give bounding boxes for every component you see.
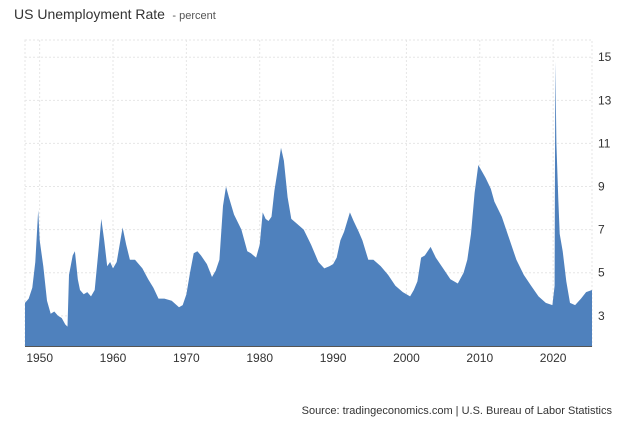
- x-tick-label: 1990: [320, 351, 347, 365]
- y-tick-label: 7: [598, 223, 605, 237]
- x-tick-label: 1960: [100, 351, 127, 365]
- unemployment-area: [25, 61, 592, 346]
- y-tick-label: 15: [598, 50, 612, 64]
- chart-subtitle: - percent: [172, 10, 216, 22]
- chart-title: US Unemployment Rate: [14, 6, 165, 22]
- x-tick-label: 2020: [540, 351, 567, 365]
- x-tick-label: 1970: [173, 351, 200, 365]
- chart-title-block: US Unemployment Rate - percent: [14, 6, 216, 24]
- y-tick-labels: 3 5 7 9 11 13 15: [598, 50, 612, 323]
- source-note: Source: tradingeconomics.com | U.S. Bure…: [301, 405, 612, 417]
- y-tick-label: 11: [598, 136, 611, 150]
- x-tick-label: 2000: [393, 351, 420, 365]
- y-tick-label: 9: [598, 180, 605, 194]
- x-tick-label: 2010: [466, 351, 493, 365]
- y-tick-label: 13: [598, 93, 612, 107]
- x-tick-label: 1950: [26, 351, 53, 365]
- y-tick-label: 3: [598, 309, 605, 323]
- y-tick-label: 5: [598, 266, 605, 280]
- x-tick-label: 1980: [246, 351, 273, 365]
- x-tick-labels: 1950 1960 1970 1980 1990 2000 2010 2020: [26, 351, 566, 365]
